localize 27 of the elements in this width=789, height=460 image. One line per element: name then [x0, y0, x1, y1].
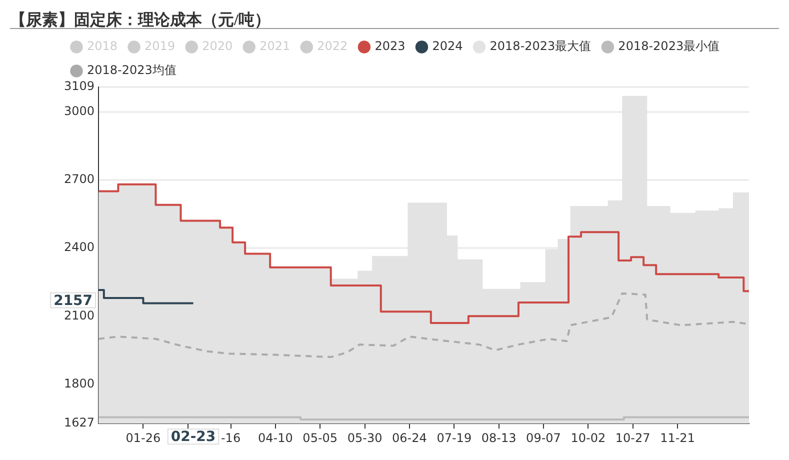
legend-label: 2024	[432, 39, 463, 54]
y-tick-label: 1800	[64, 376, 95, 390]
x-tick-label: 06-24	[392, 430, 427, 445]
x-tick-label: 04-10	[258, 430, 293, 445]
x-tick-label: 05-30	[347, 430, 382, 445]
x-tick-label: 10-02	[570, 430, 606, 445]
x-tick-label: 11-21	[660, 430, 695, 445]
legend-label: 2018-2023均值	[87, 63, 176, 78]
y-tick-label: 2700	[64, 172, 95, 186]
text: 02-23	[170, 429, 216, 446]
text: 2157	[54, 292, 93, 309]
x-tick-label: 07-19	[436, 430, 472, 445]
y-tick-label: 2100	[64, 308, 95, 322]
x-tick-label: 08-13	[481, 430, 516, 445]
x-tick-label: 09-07	[526, 430, 561, 445]
x-tick-label: 10-27	[615, 430, 650, 445]
legend-label: 2018-2023最小值	[618, 39, 720, 54]
y-tick-label: 1627	[64, 416, 95, 430]
chart-title: 【尿素】固定床：理论成本（元/吨）	[10, 0, 779, 29]
legend-label: 2018-2023最大值	[490, 39, 592, 54]
y-tick-label: 2400	[64, 240, 95, 254]
x-tick-label: -16	[220, 430, 241, 445]
x-tick-label: 01-26	[126, 430, 161, 445]
y-tick-label: 3109	[64, 79, 95, 94]
y-tick-label: 3000	[64, 104, 95, 118]
x-tick-label: 05-05	[302, 430, 338, 445]
legend-label: 2023	[374, 39, 406, 54]
